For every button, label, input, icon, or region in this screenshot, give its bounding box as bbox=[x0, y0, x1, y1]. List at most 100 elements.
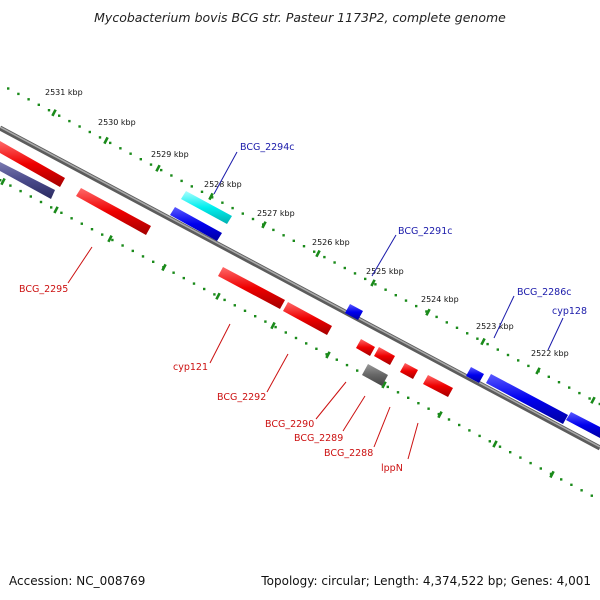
label-BCG_2292[interactable]: BCG_2292 bbox=[217, 392, 266, 403]
outer-dot-58 bbox=[598, 402, 600, 406]
inner-dot-35 bbox=[356, 369, 359, 372]
scale-label-2530: 2530 kbp bbox=[98, 118, 136, 127]
outer-dot-4 bbox=[47, 109, 51, 112]
outer-major-ticks bbox=[51, 109, 596, 404]
outer-dot-54 bbox=[557, 381, 561, 384]
inner-tick-ring bbox=[0, 179, 593, 497]
outer-dot-5 bbox=[58, 114, 61, 117]
gene-BCG_2292[interactable] bbox=[283, 302, 332, 335]
label-BCG_2295[interactable]: BCG_2295 bbox=[19, 284, 68, 295]
leader-line-BCG_2292 bbox=[266, 353, 289, 393]
leader-line-BCG_2289 bbox=[342, 395, 366, 432]
scale-label-2526: 2526 kbp bbox=[312, 238, 350, 247]
gene-cyp128[interactable] bbox=[566, 412, 600, 438]
gene-BCG_2295[interactable] bbox=[76, 188, 151, 235]
label-BCG_2288[interactable]: BCG_2288 bbox=[324, 448, 373, 459]
leader-line-BCG_2288 bbox=[373, 406, 391, 448]
scale-label-2524: 2524 kbp bbox=[421, 295, 459, 304]
inner-dot-41 bbox=[417, 402, 420, 405]
scale-label-2527: 2527 kbp bbox=[257, 209, 295, 218]
label-BCG_2294c[interactable]: BCG_2294c bbox=[240, 142, 295, 153]
leader-line-BCG_2286c bbox=[493, 295, 515, 339]
outer-dot-21 bbox=[221, 201, 224, 204]
gene-BCG_2293c[interactable] bbox=[181, 191, 232, 224]
leader-line-BCG_2290 bbox=[315, 381, 347, 420]
gene-lppN[interactable] bbox=[423, 375, 453, 397]
inner-dot-8 bbox=[80, 222, 83, 225]
gene-cyp121[interactable] bbox=[218, 267, 285, 309]
outer-dot-19 bbox=[200, 190, 204, 193]
inner-major-tick-9 bbox=[492, 440, 498, 448]
label-BCG_2291c[interactable]: BCG_2291c bbox=[398, 226, 453, 237]
outer-dot-45 bbox=[466, 332, 469, 335]
outer-dot-28 bbox=[292, 239, 295, 242]
inner-dot-53 bbox=[539, 467, 542, 470]
scale-label-2522: 2522 kbp bbox=[531, 349, 569, 358]
topology-summary-text: Topology: circular; Length: 4,374,522 bp… bbox=[260, 574, 591, 588]
outer-dot-16 bbox=[170, 174, 173, 177]
inner-dot-56 bbox=[570, 483, 573, 486]
label-BCG_2290[interactable]: BCG_2290 bbox=[265, 419, 314, 430]
gene-BCG_2287c[interactable] bbox=[466, 367, 484, 383]
outer-dot-1 bbox=[17, 92, 20, 96]
gene-BCG_2291c[interactable] bbox=[345, 304, 363, 320]
gene-BCG_2296-slate[interactable] bbox=[0, 162, 55, 199]
inner-dot-55 bbox=[560, 478, 563, 481]
label-cyp128[interactable]: cyp128 bbox=[552, 306, 587, 317]
outer-dot-29 bbox=[302, 245, 306, 248]
outer-major-tick-5 bbox=[315, 249, 321, 258]
outer-major-tick-1 bbox=[103, 136, 109, 145]
inner-dot-27 bbox=[274, 325, 277, 329]
outer-dot-56 bbox=[578, 391, 581, 395]
outer-dot-40 bbox=[415, 304, 418, 308]
reverse-labels: BCG_2295 cyp121 BCG_2292 BCG_2290 BCG_22… bbox=[19, 246, 419, 474]
inner-dot-49 bbox=[498, 445, 502, 448]
inner-major-tick-5 bbox=[270, 321, 276, 330]
outer-dot-34 bbox=[353, 272, 357, 275]
inner-major-tick-4 bbox=[215, 292, 221, 300]
inner-dot-17 bbox=[172, 271, 175, 274]
label-BCG_2286c[interactable]: BCG_2286c bbox=[517, 287, 572, 298]
inner-dot-23 bbox=[233, 304, 236, 307]
label-cyp121[interactable]: cyp121 bbox=[173, 362, 208, 373]
inner-dot-30 bbox=[305, 342, 308, 345]
inner-dot-6 bbox=[60, 211, 63, 214]
outer-dot-55 bbox=[568, 386, 571, 389]
gene-BCG_2289-red[interactable] bbox=[374, 347, 395, 365]
gene-BCG_2290[interactable] bbox=[356, 339, 375, 356]
gene-BCG_2286c[interactable] bbox=[486, 374, 568, 424]
inner-dot-42 bbox=[427, 407, 430, 410]
inner-dot-34 bbox=[345, 363, 349, 367]
inner-dot-40 bbox=[407, 396, 410, 399]
backbone-outer bbox=[0, 125, 600, 451]
outer-dot-47 bbox=[486, 342, 489, 346]
gene-BCG_2294c[interactable] bbox=[170, 207, 222, 241]
outer-major-tick-6 bbox=[370, 279, 376, 287]
outer-dot-53 bbox=[547, 375, 550, 378]
gene-BCG_2289[interactable] bbox=[362, 364, 388, 386]
outer-major-tick-3 bbox=[208, 192, 214, 201]
inner-dot-52 bbox=[529, 461, 532, 465]
outer-major-tick-10 bbox=[590, 396, 596, 404]
outer-dot-26 bbox=[272, 228, 275, 232]
gene-BCG_2288[interactable] bbox=[400, 363, 418, 379]
gene-BCG_2296[interactable] bbox=[0, 141, 65, 187]
outer-major-tick-9 bbox=[535, 367, 541, 375]
inner-dot-28 bbox=[284, 331, 287, 334]
inner-dot-25 bbox=[254, 315, 257, 318]
outer-major-tick-4 bbox=[261, 221, 267, 229]
inner-major-ticks bbox=[0, 177, 555, 479]
outer-dot-33 bbox=[343, 266, 346, 270]
outer-dot-0 bbox=[7, 87, 10, 90]
label-lppN[interactable]: lppN bbox=[381, 463, 403, 474]
inner-dot-47 bbox=[478, 434, 481, 438]
outer-dot-36 bbox=[374, 283, 377, 286]
leader-line-lppN bbox=[407, 422, 419, 460]
inner-dot-43 bbox=[437, 412, 440, 416]
outer-dot-18 bbox=[190, 185, 193, 188]
outer-dot-31 bbox=[323, 255, 326, 259]
inner-dot-45 bbox=[458, 423, 461, 427]
label-BCG_2289[interactable]: BCG_2289 bbox=[294, 433, 343, 444]
inner-dot-21 bbox=[213, 293, 216, 296]
backbone-highlight bbox=[0, 126, 600, 448]
